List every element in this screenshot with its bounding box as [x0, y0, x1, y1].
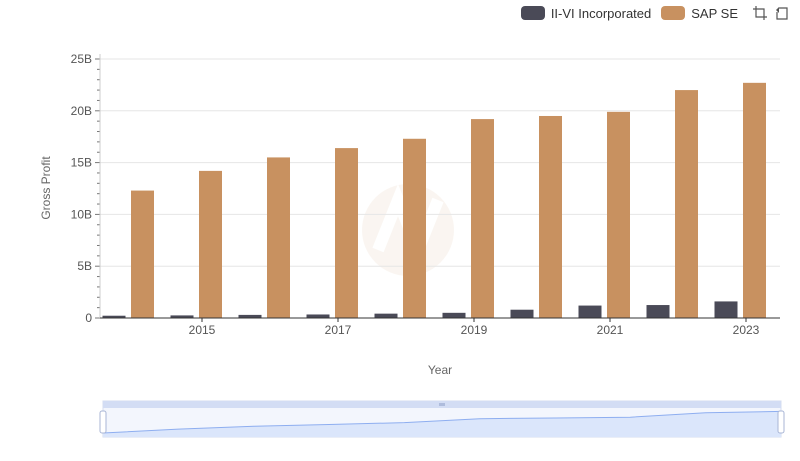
x-tick-label: 2019	[461, 323, 488, 337]
legend-label-sap: SAP SE	[691, 5, 738, 21]
axes: 0 5B 10B 15B 20B 25B 2015 2017 2019 2021 2023	[71, 52, 780, 337]
bar-ii-vi[interactable]	[442, 312, 466, 318]
bar-sap[interactable]	[675, 90, 698, 318]
y-tick-label: 15B	[71, 156, 92, 170]
x-tick-label: 2017	[325, 323, 352, 337]
bar-ii-vi[interactable]	[238, 314, 262, 318]
y-tick-label: 25B	[71, 52, 92, 66]
legend-label-ii-vi: II-VI Incorporated	[550, 5, 652, 21]
zoom-handle-right[interactable]	[777, 410, 785, 434]
x-tick-label: 2021	[597, 323, 624, 337]
bar-ii-vi[interactable]	[306, 314, 330, 318]
y-tick-label: 10B	[71, 207, 92, 221]
bars	[102, 82, 766, 318]
y-tick-label: 20B	[71, 104, 92, 118]
bar-ii-vi[interactable]	[374, 313, 398, 318]
chart-toolbox	[752, 5, 790, 21]
bar-sap[interactable]	[471, 119, 494, 318]
bar-sap[interactable]	[131, 190, 154, 318]
legend-swatch-sap	[661, 6, 686, 20]
bar-ii-vi[interactable]	[170, 315, 194, 318]
y-tick-label: 5B	[77, 259, 92, 273]
bar-sap[interactable]	[539, 115, 562, 318]
bar-sap[interactable]	[199, 170, 222, 318]
bar-sap[interactable]	[403, 138, 426, 318]
x-tick-label: 2015	[189, 323, 216, 337]
x-tick-label: 2023	[733, 323, 760, 337]
zoom-area-icon[interactable]	[752, 5, 768, 21]
bar-ii-vi[interactable]	[578, 305, 602, 318]
y-tick-label: 0	[85, 311, 92, 325]
legend-item-sap[interactable]: SAP SE	[661, 6, 738, 21]
bar-ii-vi[interactable]	[714, 301, 738, 318]
zoom-line	[102, 410, 782, 434]
bar-ii-vi[interactable]	[646, 305, 670, 318]
bar-sap[interactable]	[743, 82, 766, 318]
y-axis-title: Gross Profit	[39, 156, 53, 220]
bar-sap[interactable]	[267, 157, 290, 318]
bar-ii-vi[interactable]	[510, 309, 534, 318]
restore-icon[interactable]	[774, 5, 790, 21]
legend-swatch-ii-vi	[520, 6, 545, 20]
zoom-slider[interactable]	[99, 400, 785, 438]
x-axis-title: Year	[428, 363, 452, 377]
bar-ii-vi[interactable]	[102, 315, 126, 318]
legend-item-ii-vi[interactable]: II-VI Incorporated	[520, 5, 652, 21]
legend: II-VI Incorporated SAP SE	[520, 4, 790, 22]
bar-sap[interactable]	[335, 148, 358, 318]
zoom-handle-left[interactable]	[99, 410, 107, 434]
bar-sap[interactable]	[607, 111, 630, 318]
